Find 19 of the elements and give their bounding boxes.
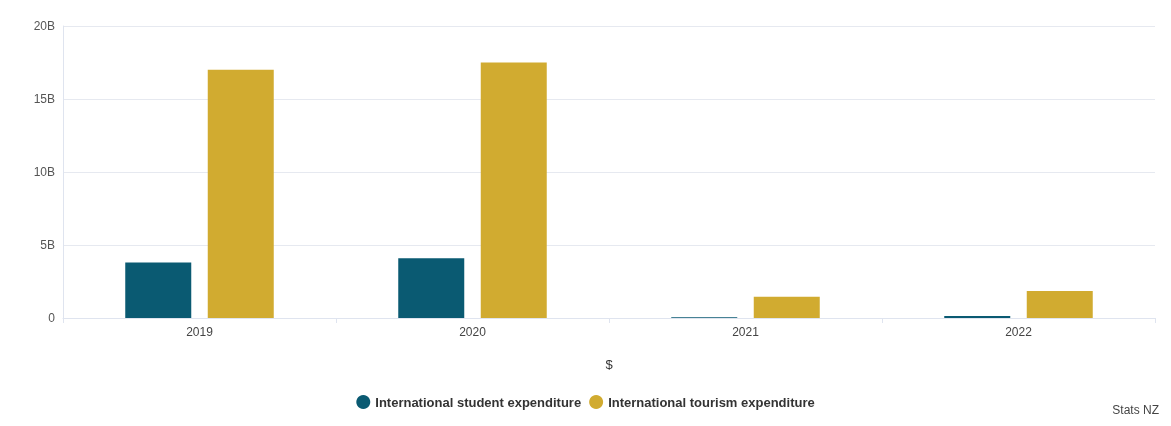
bar <box>753 296 820 318</box>
x-tick-label: 2019 <box>186 325 214 339</box>
x-tick-label: 2021 <box>732 325 760 339</box>
y-tick-label: 20B <box>33 19 55 33</box>
y-tick-label: 15B <box>33 92 55 106</box>
legend-label: International student expenditure <box>375 394 582 410</box>
legend-label: International tourism expenditure <box>608 394 815 410</box>
x-tick-label: 2020 <box>459 325 487 339</box>
x-axis-title: $ <box>605 357 614 372</box>
y-tick-label: 0 <box>48 311 56 325</box>
bar <box>480 62 547 318</box>
bar <box>1026 290 1093 318</box>
bar <box>207 69 274 318</box>
y-tick-label: 5B <box>40 238 55 252</box>
y-tick-label: 10B <box>33 165 55 179</box>
bar <box>125 262 192 318</box>
x-tick-label: 2022 <box>1005 325 1033 339</box>
text: Stats NZ <box>1112 403 1160 417</box>
bar <box>398 258 465 318</box>
